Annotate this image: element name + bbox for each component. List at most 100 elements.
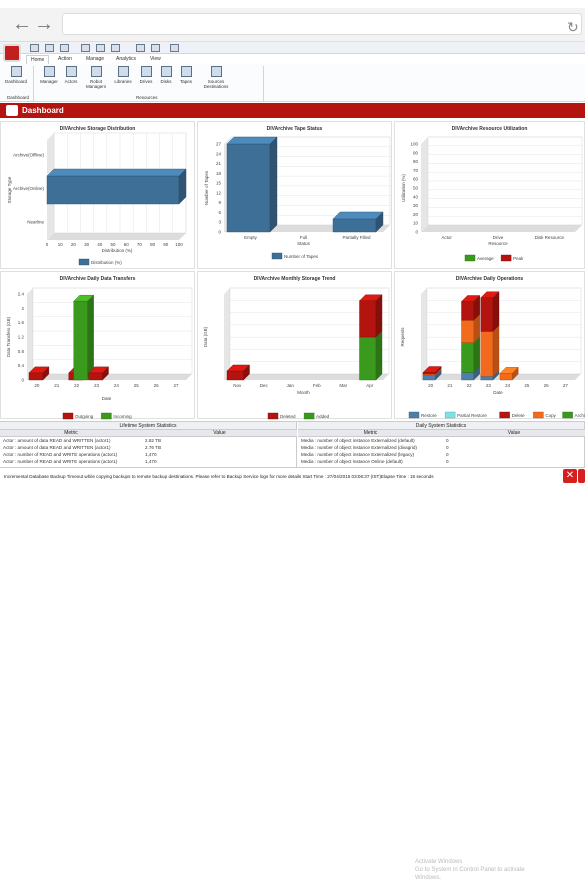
legend-swatch [464,254,476,262]
toolbar-icon-6[interactable] [111,44,120,52]
x-tick-label: 23 [486,383,492,388]
reload-icon[interactable]: ↻ [567,19,579,35]
tapes-button[interactable]: Tapes [173,66,199,84]
x-tick-label: Drive [493,235,504,240]
x-tick-label: 10 [58,242,64,247]
dashboard-button[interactable]: Dashboard [3,66,29,84]
column-header-value[interactable]: Value [142,430,297,437]
legend-swatch [101,412,112,420]
manager-button[interactable]: Manager [36,66,62,84]
bar [226,370,244,381]
chart-daily-operations: DIVArchive Daily Operations 20 21 22 23 24 25… [394,271,585,419]
x-tick-label: 23 [94,383,100,388]
x-tick-label: 21 [447,383,453,388]
toolbar-icon-3[interactable] [60,44,69,52]
robot-managers-button-label: Robot Managers [85,79,106,89]
bar [46,175,180,205]
y-tick-label: 6 [218,210,221,215]
legend-swatch [499,411,510,419]
group-label-resources: Resources [136,95,158,100]
chart-floor [421,225,582,232]
tab-home[interactable]: Home [26,55,50,64]
chart-svg: 0 10 20 30 40 50 60 70 80 90 100 Nearline Archive(On… [7,132,187,266]
chart-floor [47,233,186,240]
robot-managers-button[interactable]: Robot Managers [83,66,109,89]
toolbar-icon-4[interactable] [81,44,90,52]
legend-label: Copy [545,413,556,418]
tab-analytics[interactable]: Analytics [116,56,137,62]
column-header-metric[interactable]: Metric [298,430,443,437]
page-title: Dashboard [22,106,64,115]
bar-top [46,168,187,177]
bar-side [102,366,109,381]
watermark-line: Windows. [415,875,442,881]
drives-button[interactable]: Drives [133,66,159,84]
y-tick-label: 60 [413,177,419,182]
group-label-dashboard: Dashboard [7,95,30,100]
chart-storage-distribution: DIVArchive Storage Distribution 0 10 20 30 4… [0,121,195,269]
x-tick-label: 21 [54,383,60,388]
tab-view[interactable]: View [150,56,161,62]
y-axis-label: Number of Tapes [204,170,209,205]
activate-windows-watermark: Activate Windows Go to System in Control… [415,858,525,882]
y-tick-label: Archive(Online) [13,186,45,191]
x-tick-label: 26 [544,383,550,388]
bar-side [473,336,480,374]
back-arrow-icon[interactable]: ← [12,13,32,35]
chart-svg: 0 3 6 9 12 15 18 21 24 27 Empty Full Partially Fille… [204,136,391,260]
alert-close-icon[interactable]: ✕ [563,469,577,483]
x-tick-label: 24 [505,383,511,388]
drives-button-label: Drives [139,79,153,84]
legend-label: Deleted [280,414,296,419]
y-tick-label: 20 [413,212,419,217]
bar-side [269,136,278,233]
stat-value: 1,470 [145,452,157,457]
x-tick-label: Partially Filled [342,235,371,240]
stat-value: 2.82 TB [145,438,162,443]
drives-icon [140,66,152,77]
toolbar-icon-7[interactable] [136,44,145,52]
legend-swatch [267,412,279,420]
y-tick-label: 18 [216,171,222,176]
column-header-metric[interactable]: Metric [0,430,142,437]
legend-label: Added [316,414,330,419]
tab-manage[interactable]: Manage [86,56,105,62]
toolbar-icon-5[interactable] [96,44,105,52]
bar [480,376,494,381]
address-bar[interactable] [62,13,582,35]
app-logo-icon[interactable] [3,44,21,62]
bar [359,300,377,338]
libraries-button[interactable]: Libraries [110,66,136,84]
toolbar-icon-2[interactable] [45,44,54,52]
chart-daily-data-transfers: DIVArchive Daily Data Transfers 0 0.4 0.8 1… [0,271,195,420]
forward-arrow-icon[interactable]: → [34,13,54,35]
toolbar-icon-1[interactable] [30,44,39,52]
bar-side [492,291,500,332]
legend-label: Distribution (%) [91,260,122,265]
legend-swatch [271,252,283,260]
bar-side [243,364,250,381]
legend-swatch [303,412,315,420]
y-tick-label: Archive(Offline) [13,153,44,158]
bar [499,373,513,381]
column-header-value[interactable]: Value [443,430,585,437]
bar [28,372,44,381]
x-tick-label: 22 [467,383,473,388]
chart-plot-area [426,287,582,375]
disks-button[interactable]: Disks [153,66,179,84]
sources-destinations-button[interactable]: Sources Destinations [200,66,232,89]
tab-action[interactable]: Action [58,56,72,62]
legend-swatch [408,411,420,419]
toolbar-icon-9[interactable] [170,44,179,52]
y-tick-label: 30 [413,203,419,208]
chart-wall [421,137,428,232]
chart-floor [27,374,192,380]
ribbon: Dashboard Manager Actors Robot Managers … [0,64,585,102]
alert-icon[interactable] [578,469,585,483]
y-tick-label: 70 [413,168,419,173]
legend-label: Archive [575,413,585,418]
y-tick-label: 24 [216,151,222,156]
toolbar-icon-8[interactable] [151,44,160,52]
actors-button[interactable]: Actors [58,66,84,84]
y-axis-label: Storage Type [7,176,12,203]
